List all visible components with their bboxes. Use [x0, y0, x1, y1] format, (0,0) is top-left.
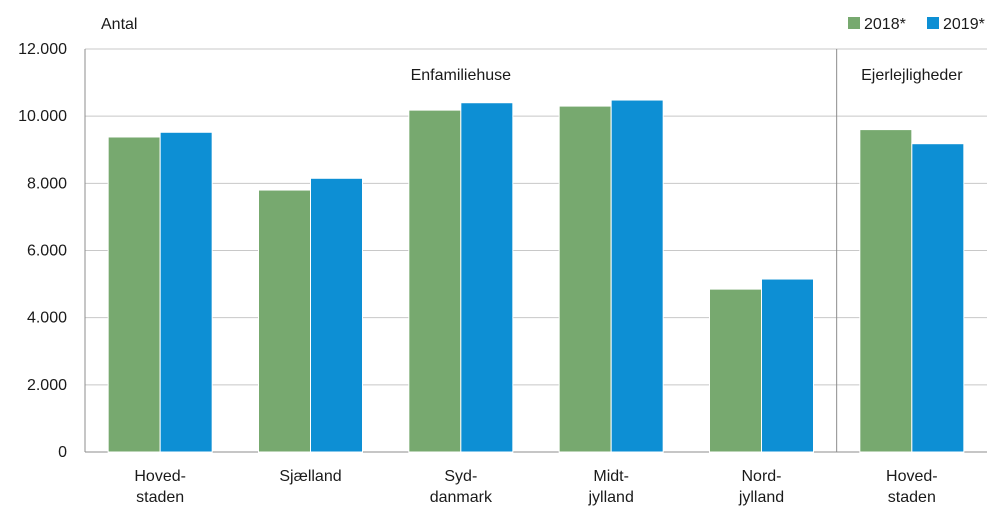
x-tick-label: danmark — [430, 489, 493, 506]
x-tick-label: Sjælland — [279, 468, 341, 485]
y-tick-label: 6.000 — [27, 243, 67, 260]
bar — [258, 189, 311, 453]
bar — [159, 131, 213, 453]
x-tick-label: Hoved- — [886, 468, 938, 485]
legend-swatch — [927, 17, 939, 29]
bar — [761, 278, 814, 453]
legend-swatch — [848, 17, 860, 29]
x-tick-label: Midt- — [593, 468, 629, 485]
y-tick-label: 12.000 — [18, 41, 67, 58]
x-tick-label: staden — [888, 489, 936, 506]
bar — [610, 99, 664, 453]
y-tick-label: 4.000 — [27, 310, 67, 327]
y-tick-label: 8.000 — [27, 175, 67, 192]
x-tick-label: staden — [136, 489, 184, 506]
x-tick-label: jylland — [738, 489, 784, 506]
bar — [408, 109, 462, 453]
bar — [310, 177, 363, 453]
group-label: Enfamiliehuse — [411, 67, 512, 84]
bar — [107, 136, 161, 453]
bar — [859, 129, 913, 453]
bar — [709, 288, 762, 453]
x-tick-label: Nord- — [741, 468, 781, 485]
y-tick-label: 2.000 — [27, 377, 67, 394]
legend-label: 2019* — [943, 16, 985, 33]
group-label: Ejerlejligheder — [861, 67, 963, 84]
bar — [911, 143, 965, 453]
bar — [558, 105, 612, 453]
legend-label: 2018* — [864, 16, 906, 33]
y-tick-label: 0 — [58, 444, 67, 461]
y-tick-label: 10.000 — [18, 108, 67, 125]
y-axis-label: Antal — [101, 16, 137, 33]
x-tick-label: Hoved- — [134, 468, 186, 485]
x-tick-label: Syd- — [444, 468, 477, 485]
bar — [460, 102, 514, 453]
x-tick-label: jylland — [587, 489, 633, 506]
